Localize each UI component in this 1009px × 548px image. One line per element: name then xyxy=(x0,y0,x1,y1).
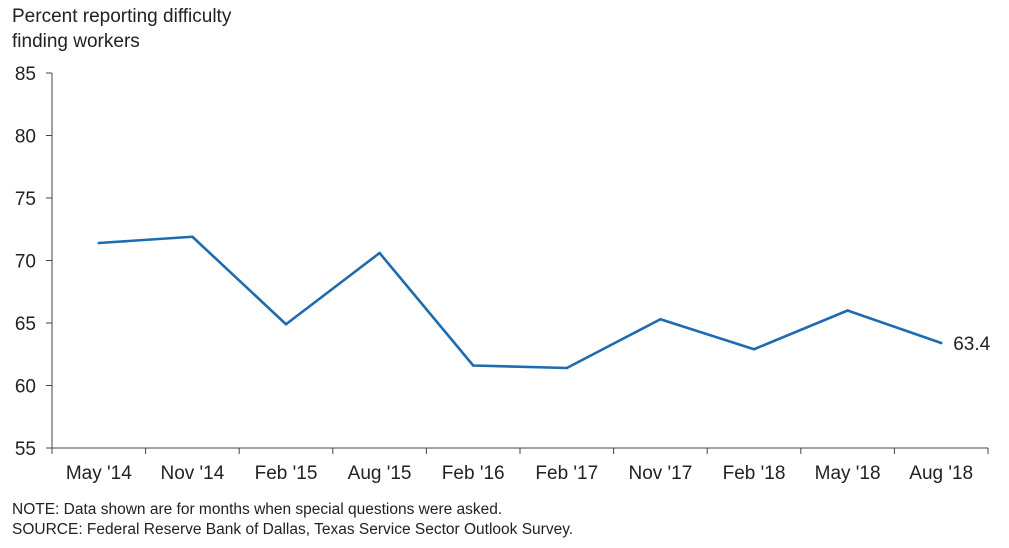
chart-source: SOURCE: Federal Reserve Bank of Dallas, … xyxy=(12,521,574,538)
chart-series: 63.4 xyxy=(97,235,991,370)
chart-axes xyxy=(51,73,988,449)
data-point xyxy=(378,251,381,255)
data-point xyxy=(97,241,101,245)
x-tick-label: Feb '17 xyxy=(535,463,598,484)
y-tick-label: 75 xyxy=(15,189,36,210)
x-axis-ticks: May '14 Nov '14 Feb '15 Aug '15 Feb '16 Feb '… xyxy=(51,448,989,484)
x-tick-label: Nov '17 xyxy=(628,463,692,484)
x-tick-label: Aug '15 xyxy=(348,463,412,484)
x-tick-label: Feb '18 xyxy=(723,463,786,484)
y-tick-label: 55 xyxy=(15,439,36,460)
x-tick-label: Aug '18 xyxy=(909,463,973,484)
x-tick-label: May '18 xyxy=(815,463,881,484)
y-tick-label: 85 xyxy=(15,64,36,85)
x-tick-label: Feb '16 xyxy=(442,463,505,484)
y-tick-label: 60 xyxy=(15,377,36,398)
data-point xyxy=(939,341,943,345)
data-point xyxy=(752,347,756,351)
data-point xyxy=(191,235,194,239)
data-point xyxy=(565,366,569,370)
y-axis-title-line-2: finding workers xyxy=(12,31,140,52)
y-tick-label: 70 xyxy=(15,252,36,273)
data-point xyxy=(471,364,475,367)
y-axis-title-line-1: Percent reporting difficulty xyxy=(12,6,232,27)
data-point xyxy=(846,309,849,312)
data-point xyxy=(659,317,662,321)
x-tick-label: Feb '15 xyxy=(255,463,318,484)
x-tick-label: May '14 xyxy=(66,463,132,484)
end-value-label: 63.4 xyxy=(953,334,990,355)
series-line xyxy=(98,235,942,370)
y-axis-ticks: 55 60 65 70 75 80 85 xyxy=(15,64,52,460)
y-tick-label: 80 xyxy=(15,127,36,148)
x-tick-label: Nov '14 xyxy=(160,463,224,484)
chart-note: NOTE: Data shown are for months when spe… xyxy=(12,501,503,518)
y-tick-label: 65 xyxy=(15,314,36,335)
data-point xyxy=(284,322,288,326)
